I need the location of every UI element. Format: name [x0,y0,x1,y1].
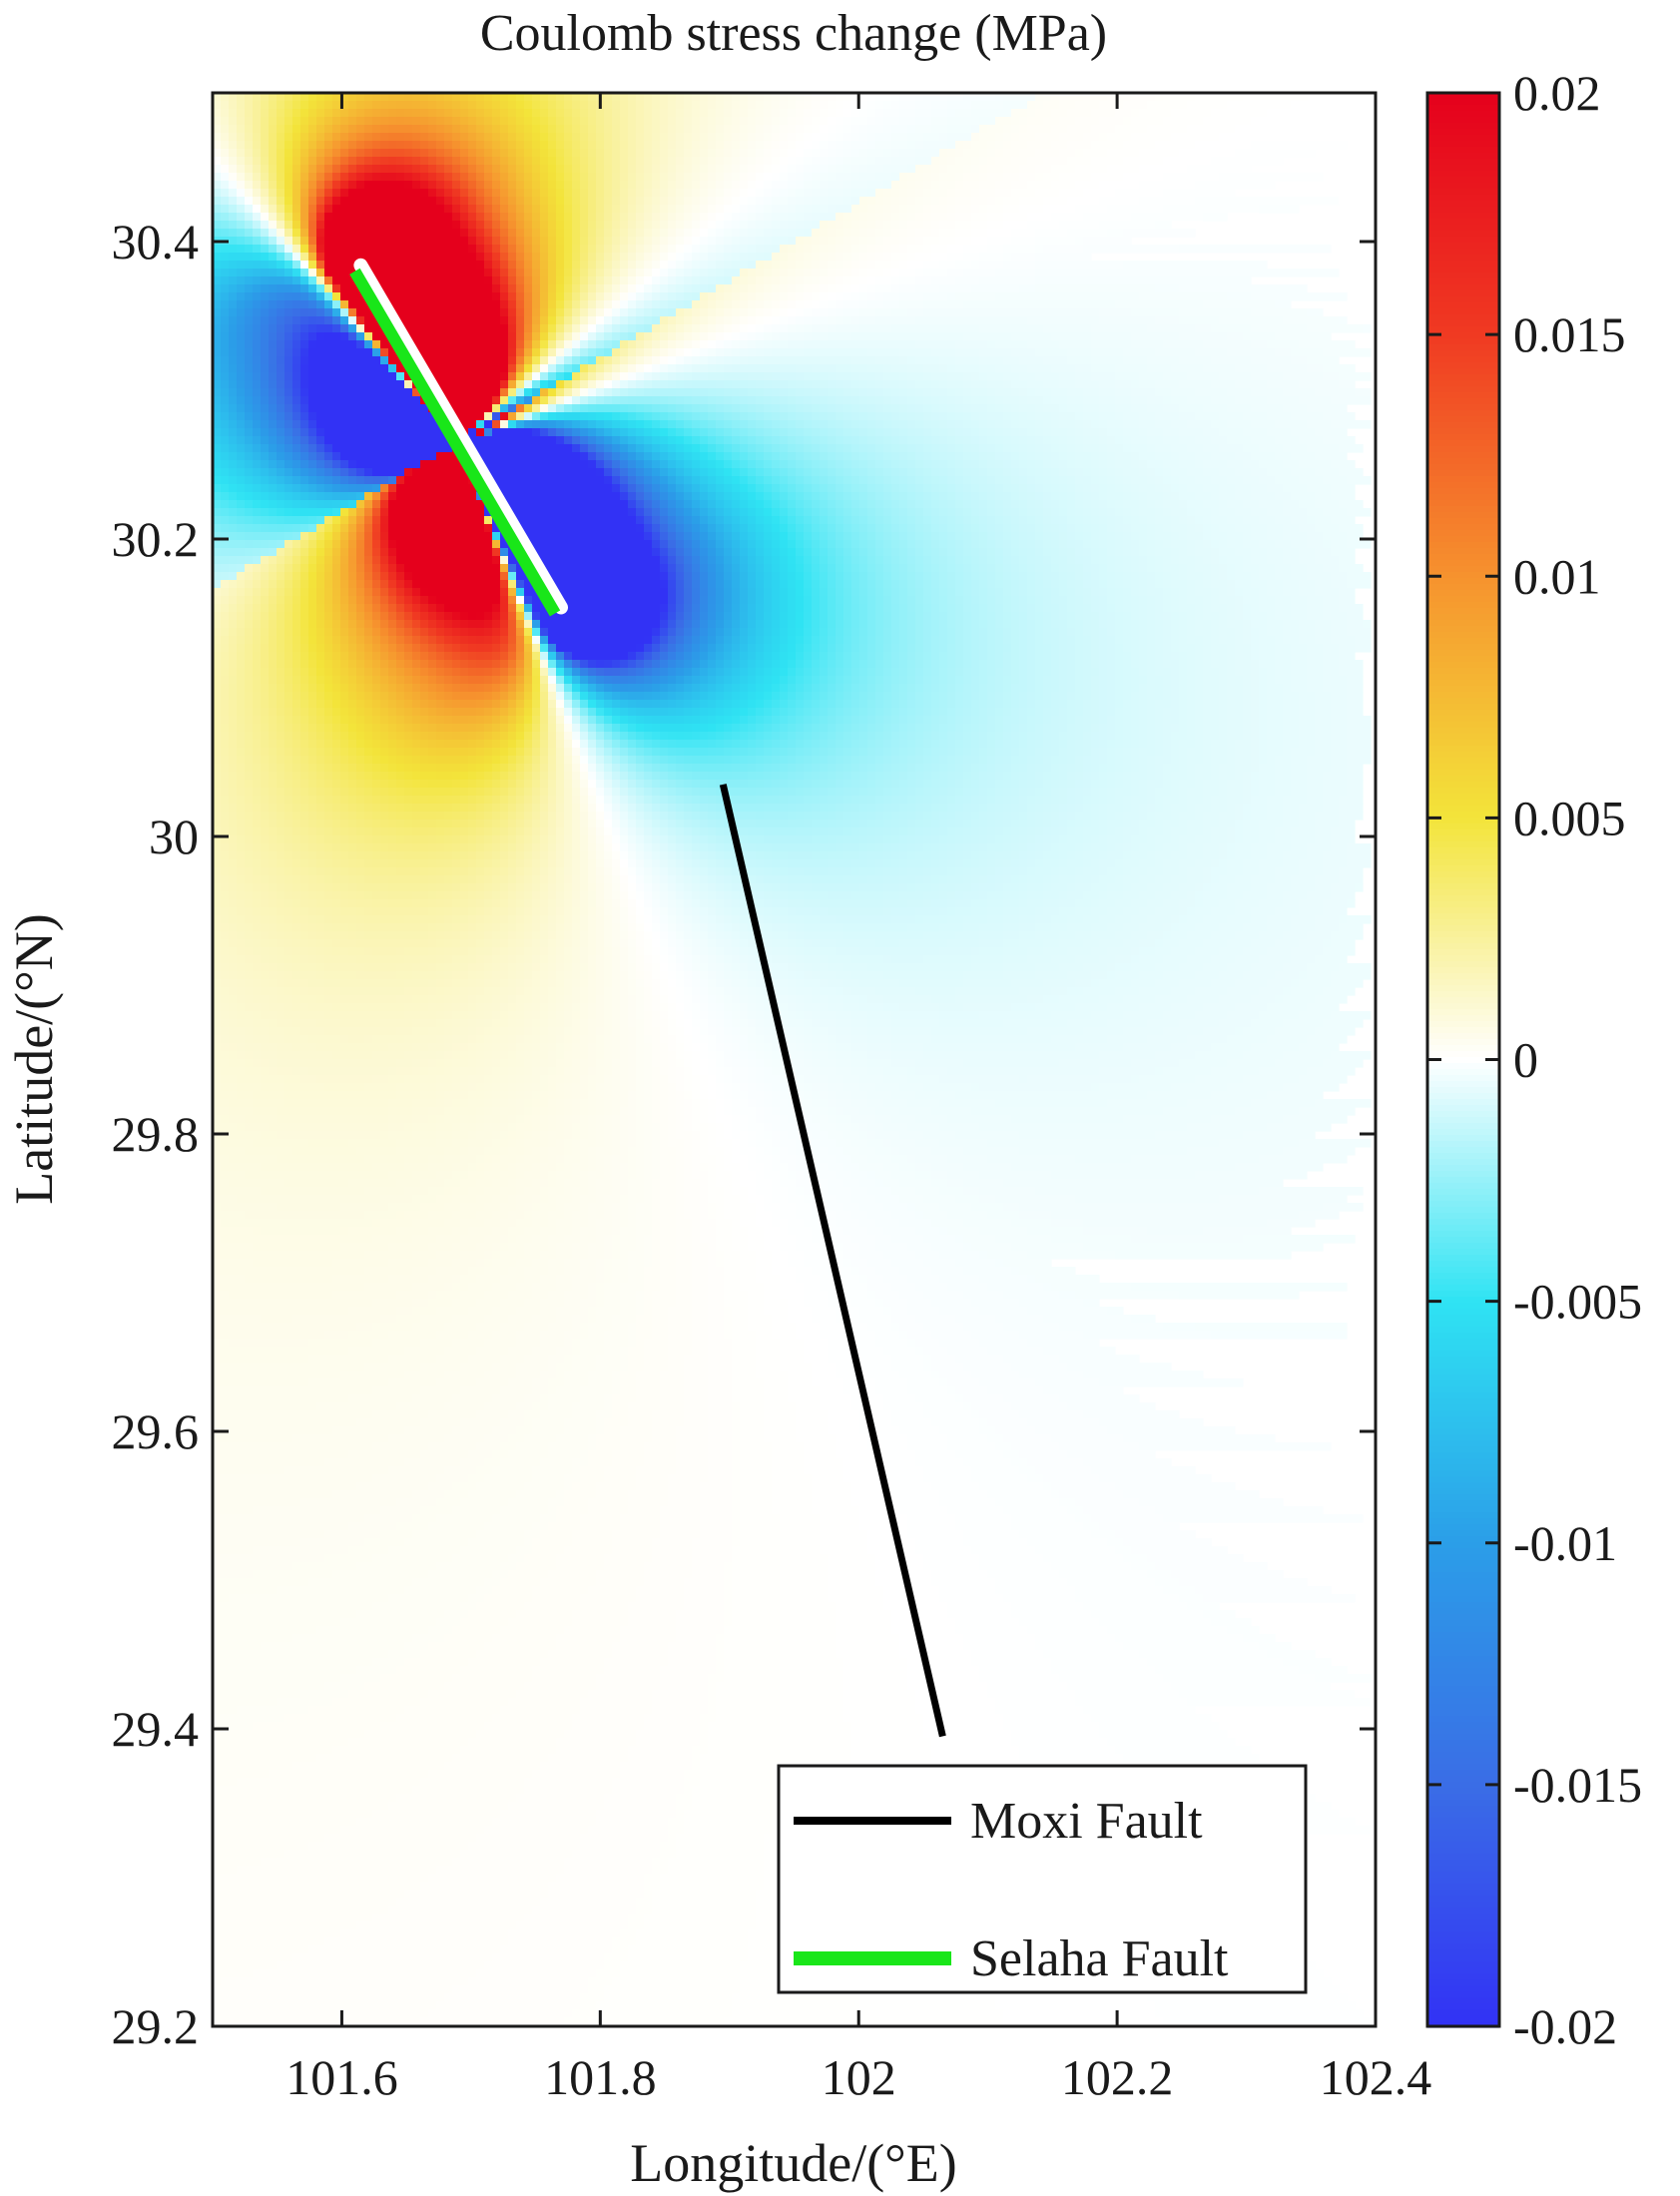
colorbar-tick-label: -0.02 [1513,1998,1617,2054]
x-tick-label: 102.4 [1320,2049,1432,2105]
colorbar-tick-label: -0.01 [1513,1515,1617,1571]
series-line-selaha-fault [349,268,561,617]
x-tick-label: 102.2 [1061,2049,1174,2105]
colorbar-tick-label: 0.01 [1513,548,1601,604]
y-tick-label: 29.8 [112,1106,200,1162]
y-axis-ticks: 29.2 29.4 29.6 29.8 30 30.2 30.4 [112,214,1376,2054]
legend-label-selaha: Selaha Fault [970,1930,1229,1987]
x-axis-label: Longitude/(°E) [630,2133,957,2193]
series-line-moxi-fault [719,784,946,1738]
y-tick-label: 29.4 [112,1701,200,1757]
x-tick-label: 102 [822,2049,896,2105]
y-axis-label: Latitude/(°N) [4,913,64,1205]
legend: Moxi Fault Selaha Fault [777,1764,1308,1994]
fault-lines [349,258,946,1738]
x-tick-label: 101.6 [285,2049,398,2105]
colorbar: 0.02 0.015 0.01 0.005 0 -0.005 -0.01 -0.015 -0.0… [1425,65,1642,2054]
colorbar-tick-label: 0.02 [1513,65,1601,121]
selaha-fault-outline [353,258,569,615]
legend-label-moxi: Moxi Fault [970,1793,1203,1850]
colorbar-tick-label: 0.015 [1513,306,1626,362]
stress-field-heatmap [213,93,1372,2026]
legend-box [777,1764,1308,1994]
y-tick-label: 30.2 [112,511,200,567]
y-tick-label: 30.4 [112,214,200,270]
colorbar-ticks: 0.02 0.015 0.01 0.005 0 -0.005 -0.01 -0.015 -0.0… [1427,65,1642,2054]
colorbar-gradient [1427,93,1499,2028]
y-tick-label: 29.2 [112,1998,200,2054]
plot-frame [211,91,1378,2028]
colorbar-tick-label: 0 [1513,1032,1538,1088]
x-tick-label: 101.8 [544,2049,657,2105]
chart-title: Coulomb stress change (MPa) [480,5,1107,62]
colorbar-tick-label: -0.015 [1513,1757,1642,1813]
y-tick-label: 30 [149,809,199,864]
colorbar-tick-label: 0.005 [1513,790,1626,845]
x-axis-ticks: 101.6 101.8 102 102.2 102.4 [285,93,1431,2105]
y-tick-label: 29.6 [112,1403,200,1459]
colorbar-tick-label: -0.005 [1513,1274,1642,1330]
